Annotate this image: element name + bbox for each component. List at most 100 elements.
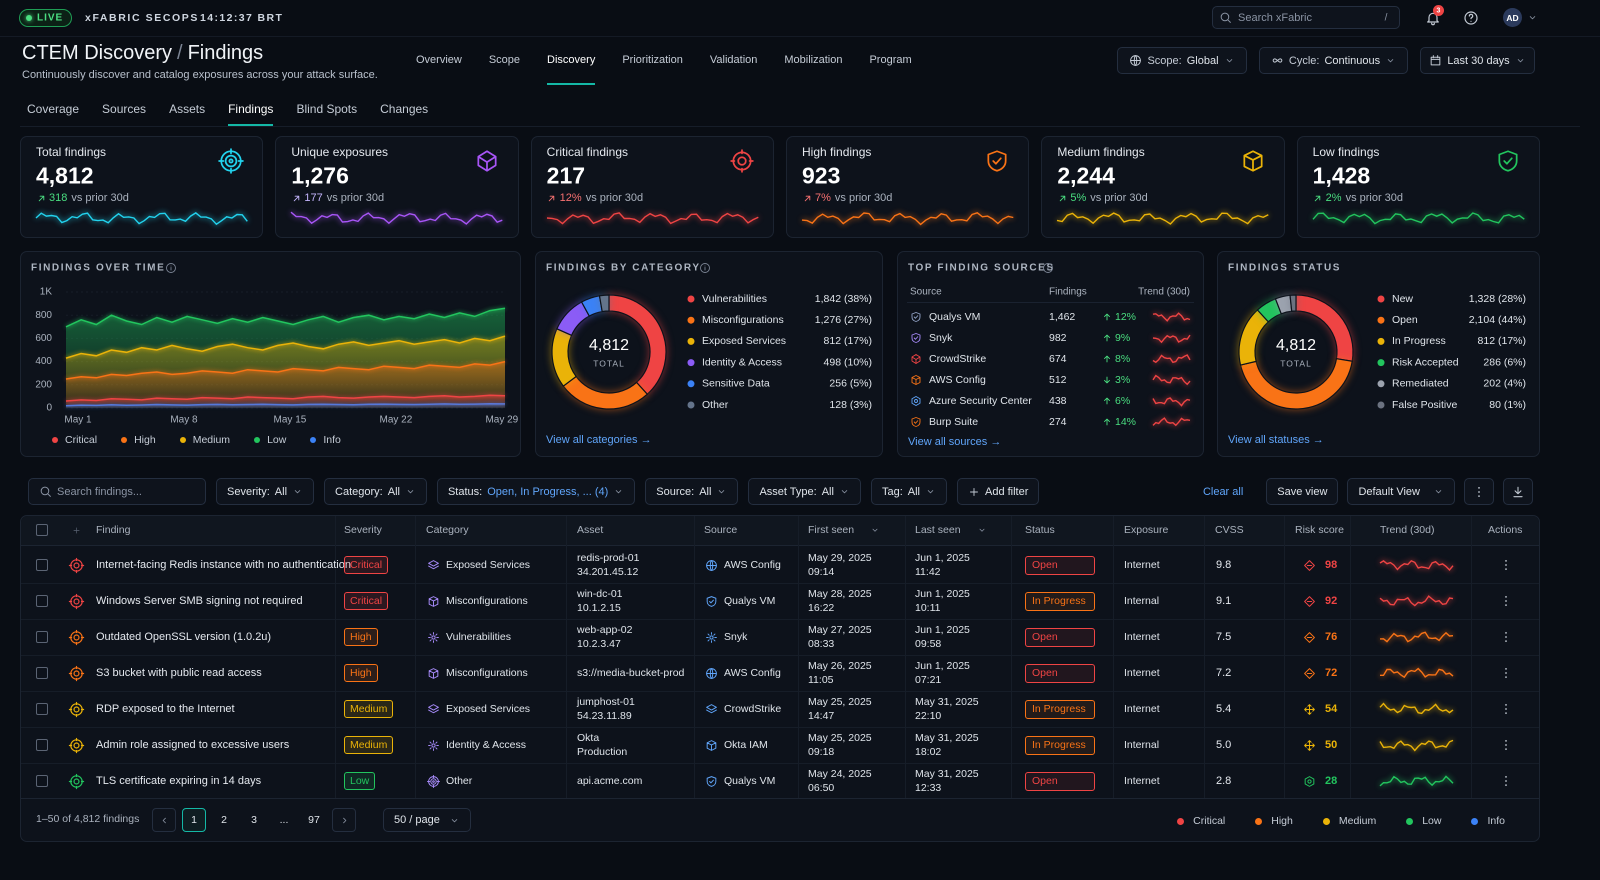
donut-center-label: TOTAL — [1280, 358, 1312, 368]
nav-item[interactable]: Prioritization — [622, 54, 683, 66]
filter-dropdown[interactable]: Source: All — [645, 478, 739, 505]
kpi-delta-note: vs prior 30d — [1090, 192, 1148, 204]
checkbox[interactable] — [36, 703, 48, 715]
nav-item[interactable]: Mobilization — [784, 54, 843, 66]
tab[interactable]: Changes — [380, 102, 429, 116]
control-value: Global — [1186, 54, 1219, 67]
checkbox[interactable] — [36, 524, 48, 536]
sparkline-line — [35, 212, 248, 226]
tab[interactable]: Sources — [102, 102, 147, 116]
more-button[interactable] — [1464, 478, 1494, 505]
category: Other — [446, 775, 473, 787]
icon — [911, 333, 921, 343]
download-button[interactable] — [1503, 478, 1533, 505]
control-button[interactable]: Cycle: Continuous — [1259, 47, 1408, 74]
icon — [706, 595, 716, 607]
nav-item[interactable]: Discovery — [547, 54, 596, 85]
legend-value: 286 (6%) — [1483, 356, 1526, 368]
findings-search[interactable]: Search findings... — [28, 478, 206, 505]
finding-name[interactable]: Internet-facing Redis instance with no a… — [96, 559, 351, 571]
column-divider — [798, 516, 799, 798]
filter-dropdown[interactable]: Tag: All — [870, 478, 947, 505]
legend-item: Info — [310, 434, 341, 446]
prev-page[interactable] — [152, 808, 176, 832]
nav-item[interactable]: Program — [869, 54, 912, 66]
column-header: CVSS — [1215, 524, 1244, 536]
legend-label: Medium — [192, 434, 231, 446]
page-button[interactable]: 2 — [212, 808, 236, 832]
avatar[interactable] — [1503, 8, 1522, 27]
icon — [911, 354, 921, 364]
finding-name[interactable]: Admin role assigned to excessive users — [96, 739, 290, 751]
first-seen: 14:47 — [808, 710, 835, 722]
filter-label: Severity: — [227, 485, 270, 498]
column-header: First seen — [808, 524, 855, 536]
first-seen: May 25, 2025 — [808, 696, 872, 708]
icon-shape — [1435, 490, 1442, 494]
global-search[interactable] — [1212, 6, 1400, 29]
page-button[interactable]: 97 — [302, 808, 326, 832]
checkbox[interactable] — [36, 667, 48, 679]
source-findings: 1,462 — [1049, 311, 1076, 323]
icon-shape — [427, 631, 439, 643]
kpi-delta-note: vs prior 30d — [326, 192, 385, 204]
legend-swatch — [1377, 295, 1385, 303]
status-badge: In Progress — [1025, 700, 1095, 719]
add-filter[interactable]: Add filter — [956, 478, 1040, 505]
checkbox[interactable] — [36, 631, 48, 643]
save-view[interactable]: Save view — [1266, 478, 1339, 505]
filter-dropdown[interactable]: Severity: All — [216, 478, 315, 505]
nav-item[interactable]: Validation — [709, 54, 758, 66]
filter-dropdown[interactable]: Status: Open, In Progress, ... (4) — [436, 478, 636, 505]
checkbox[interactable] — [36, 739, 48, 751]
icon-shape — [705, 559, 717, 571]
checkbox[interactable] — [36, 559, 48, 571]
view-all-link[interactable]: View all sources → — [908, 436, 1002, 448]
view-select[interactable]: Default View — [1347, 478, 1455, 505]
control-button[interactable]: Scope: Global — [1117, 47, 1247, 74]
finding-name[interactable]: Windows Server SMB signing not required — [96, 595, 303, 607]
finding-name[interactable]: Outdated OpenSSL version (1.0.2u) — [96, 631, 272, 643]
finding-name[interactable]: RDP exposed to the Internet — [96, 703, 235, 715]
checkbox[interactable] — [36, 595, 48, 607]
per-page[interactable]: 50 / page — [383, 808, 471, 832]
nav-item[interactable]: Overview — [416, 54, 462, 66]
tab[interactable]: Assets — [169, 102, 206, 116]
finding-name[interactable]: S3 bucket with public read access — [96, 667, 262, 679]
checkbox[interactable] — [36, 775, 48, 787]
control-button[interactable]: Last 30 days — [1420, 47, 1535, 74]
clock: 14:12:37 BRT — [200, 12, 284, 24]
sparkline-line — [1152, 312, 1191, 322]
next-page[interactable] — [332, 808, 356, 832]
page-button[interactable]: 1 — [182, 808, 206, 832]
view-select-label: Default View — [1358, 485, 1420, 498]
line — [65, 360, 506, 380]
filter-dropdown[interactable]: Asset Type: All — [748, 478, 861, 505]
view-all-link[interactable]: View all categories → — [546, 434, 652, 446]
nav-item[interactable]: Scope — [488, 54, 521, 66]
clear-all[interactable]: Clear all — [1202, 485, 1244, 498]
view-all-link[interactable]: View all statuses → — [1228, 434, 1324, 446]
tab[interactable]: Findings — [228, 102, 274, 126]
sparkline-line — [1379, 559, 1454, 572]
filter-label: Source: — [656, 485, 695, 498]
filter-dropdown[interactable]: Category: All — [324, 478, 427, 505]
kpi-label: Medium findings — [1057, 145, 1145, 159]
legend-value: 1,842 (38%) — [815, 293, 872, 305]
icon-shape — [911, 417, 921, 427]
finding-name[interactable]: TLS certificate expiring in 14 days — [96, 775, 262, 787]
legend-label: Remediated — [1392, 378, 1449, 390]
exposure: Internet — [1124, 775, 1160, 787]
legend-label: Low — [267, 434, 287, 446]
status-badge: Open — [1025, 628, 1095, 647]
asset: redis-prod-01 — [577, 552, 640, 564]
icon — [705, 631, 717, 643]
icon — [1304, 775, 1314, 787]
page-button[interactable]: 3 — [242, 808, 266, 832]
icon-shape — [1498, 150, 1518, 172]
tab[interactable]: Coverage — [27, 102, 80, 116]
legend-value: 498 (10%) — [824, 356, 872, 368]
asset: Okta — [577, 732, 600, 744]
page-button[interactable]: ... — [272, 808, 296, 832]
tab[interactable]: Blind Spots — [296, 102, 358, 116]
